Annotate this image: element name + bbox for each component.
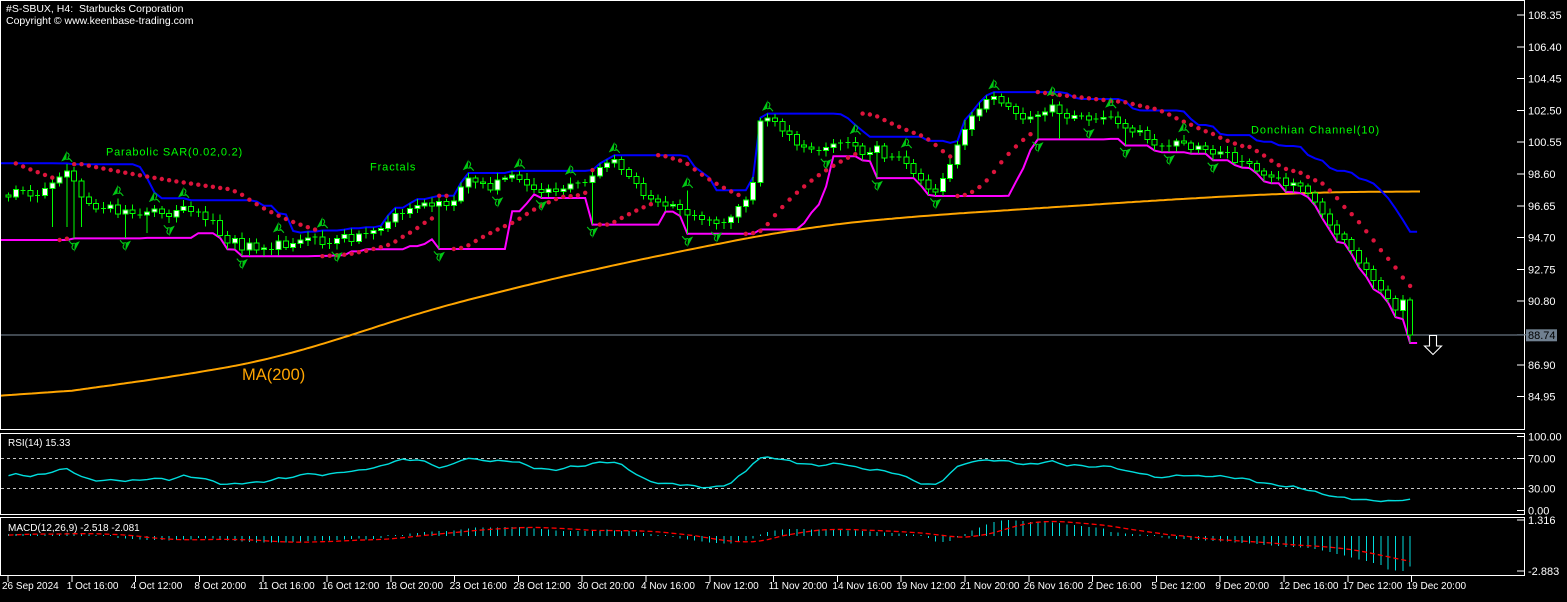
svg-text:Fractals: Fractals [370, 162, 416, 174]
svg-text:98.60: 98.60 [1528, 169, 1556, 181]
svg-text:MA(200): MA(200) [242, 366, 305, 384]
svg-text:9 Dec 20:00: 9 Dec 20:00 [1215, 581, 1269, 592]
svg-text:70.00: 70.00 [1528, 454, 1556, 466]
svg-text:26 Nov 16:00: 26 Nov 16:00 [1024, 581, 1084, 592]
svg-text:26 Sep 2024: 26 Sep 2024 [2, 581, 59, 592]
svg-text:17 Dec 12:00: 17 Dec 12:00 [1343, 581, 1403, 592]
svg-text:16 Oct 12:00: 16 Oct 12:00 [322, 581, 380, 592]
svg-text:Parabolic SAR(0.02,0.2): Parabolic SAR(0.02,0.2) [106, 147, 243, 159]
svg-text:7 Nov 12:00: 7 Nov 12:00 [705, 581, 759, 592]
svg-text:MACD(12,26,9) -2.518 -2.081: MACD(12,26,9) -2.518 -2.081 [8, 523, 140, 534]
svg-text:92.75: 92.75 [1528, 264, 1556, 276]
svg-text:23 Oct 16:00: 23 Oct 16:00 [450, 581, 508, 592]
svg-text:102.50: 102.50 [1528, 105, 1562, 117]
svg-text:#S-SBUX, H4: Starbucks Corpor: #S-SBUX, H4: Starbucks Corporation [6, 3, 184, 15]
svg-text:2 Dec 16:00: 2 Dec 16:00 [1088, 581, 1142, 592]
svg-text:94.70: 94.70 [1528, 233, 1556, 245]
svg-text:21 Nov 20:00: 21 Nov 20:00 [960, 581, 1020, 592]
svg-text:8 Oct 20:00: 8 Oct 20:00 [194, 581, 246, 592]
svg-text:19 Dec 20:00: 19 Dec 20:00 [1407, 581, 1467, 592]
svg-text:108.35: 108.35 [1528, 10, 1562, 22]
svg-text:30 Oct 20:00: 30 Oct 20:00 [577, 581, 635, 592]
svg-text:96.65: 96.65 [1528, 201, 1556, 213]
svg-text:0.00: 0.00 [1528, 506, 1549, 518]
svg-text:104.45: 104.45 [1528, 74, 1562, 86]
svg-text:106.40: 106.40 [1528, 42, 1562, 54]
svg-text:1.316: 1.316 [1528, 515, 1556, 527]
svg-text:11 Oct 16:00: 11 Oct 16:00 [258, 581, 315, 592]
svg-text:18 Oct 20:00: 18 Oct 20:00 [386, 581, 444, 592]
svg-text:86.90: 86.90 [1528, 360, 1556, 372]
svg-text:5 Dec 12:00: 5 Dec 12:00 [1151, 581, 1205, 592]
svg-text:84.95: 84.95 [1528, 392, 1556, 404]
svg-text:4 Nov 16:00: 4 Nov 16:00 [641, 581, 695, 592]
svg-text:100.00: 100.00 [1528, 432, 1562, 444]
svg-text:19 Nov 12:00: 19 Nov 12:00 [896, 581, 956, 592]
svg-text:100.55: 100.55 [1528, 137, 1562, 149]
svg-text:88.74: 88.74 [1528, 330, 1556, 342]
svg-text:Copyright © www.keenbase-tradi: Copyright © www.keenbase-trading.com [6, 15, 194, 27]
svg-text:14 Nov 16:00: 14 Nov 16:00 [832, 581, 892, 592]
svg-text:RSI(14) 15.33: RSI(14) 15.33 [8, 438, 71, 449]
svg-text:12 Dec 16:00: 12 Dec 16:00 [1279, 581, 1339, 592]
svg-text:1 Oct 16:00: 1 Oct 16:00 [67, 581, 119, 592]
svg-text:Donchian Channel(10): Donchian Channel(10) [1251, 125, 1380, 137]
svg-text:30.00: 30.00 [1528, 483, 1556, 495]
svg-text:11 Nov 20:00: 11 Nov 20:00 [769, 581, 828, 592]
svg-text:28 Oct 12:00: 28 Oct 12:00 [513, 581, 571, 592]
svg-text:-2.883: -2.883 [1528, 566, 1559, 578]
svg-text:4 Oct 12:00: 4 Oct 12:00 [131, 581, 183, 592]
svg-text:90.80: 90.80 [1528, 296, 1556, 308]
